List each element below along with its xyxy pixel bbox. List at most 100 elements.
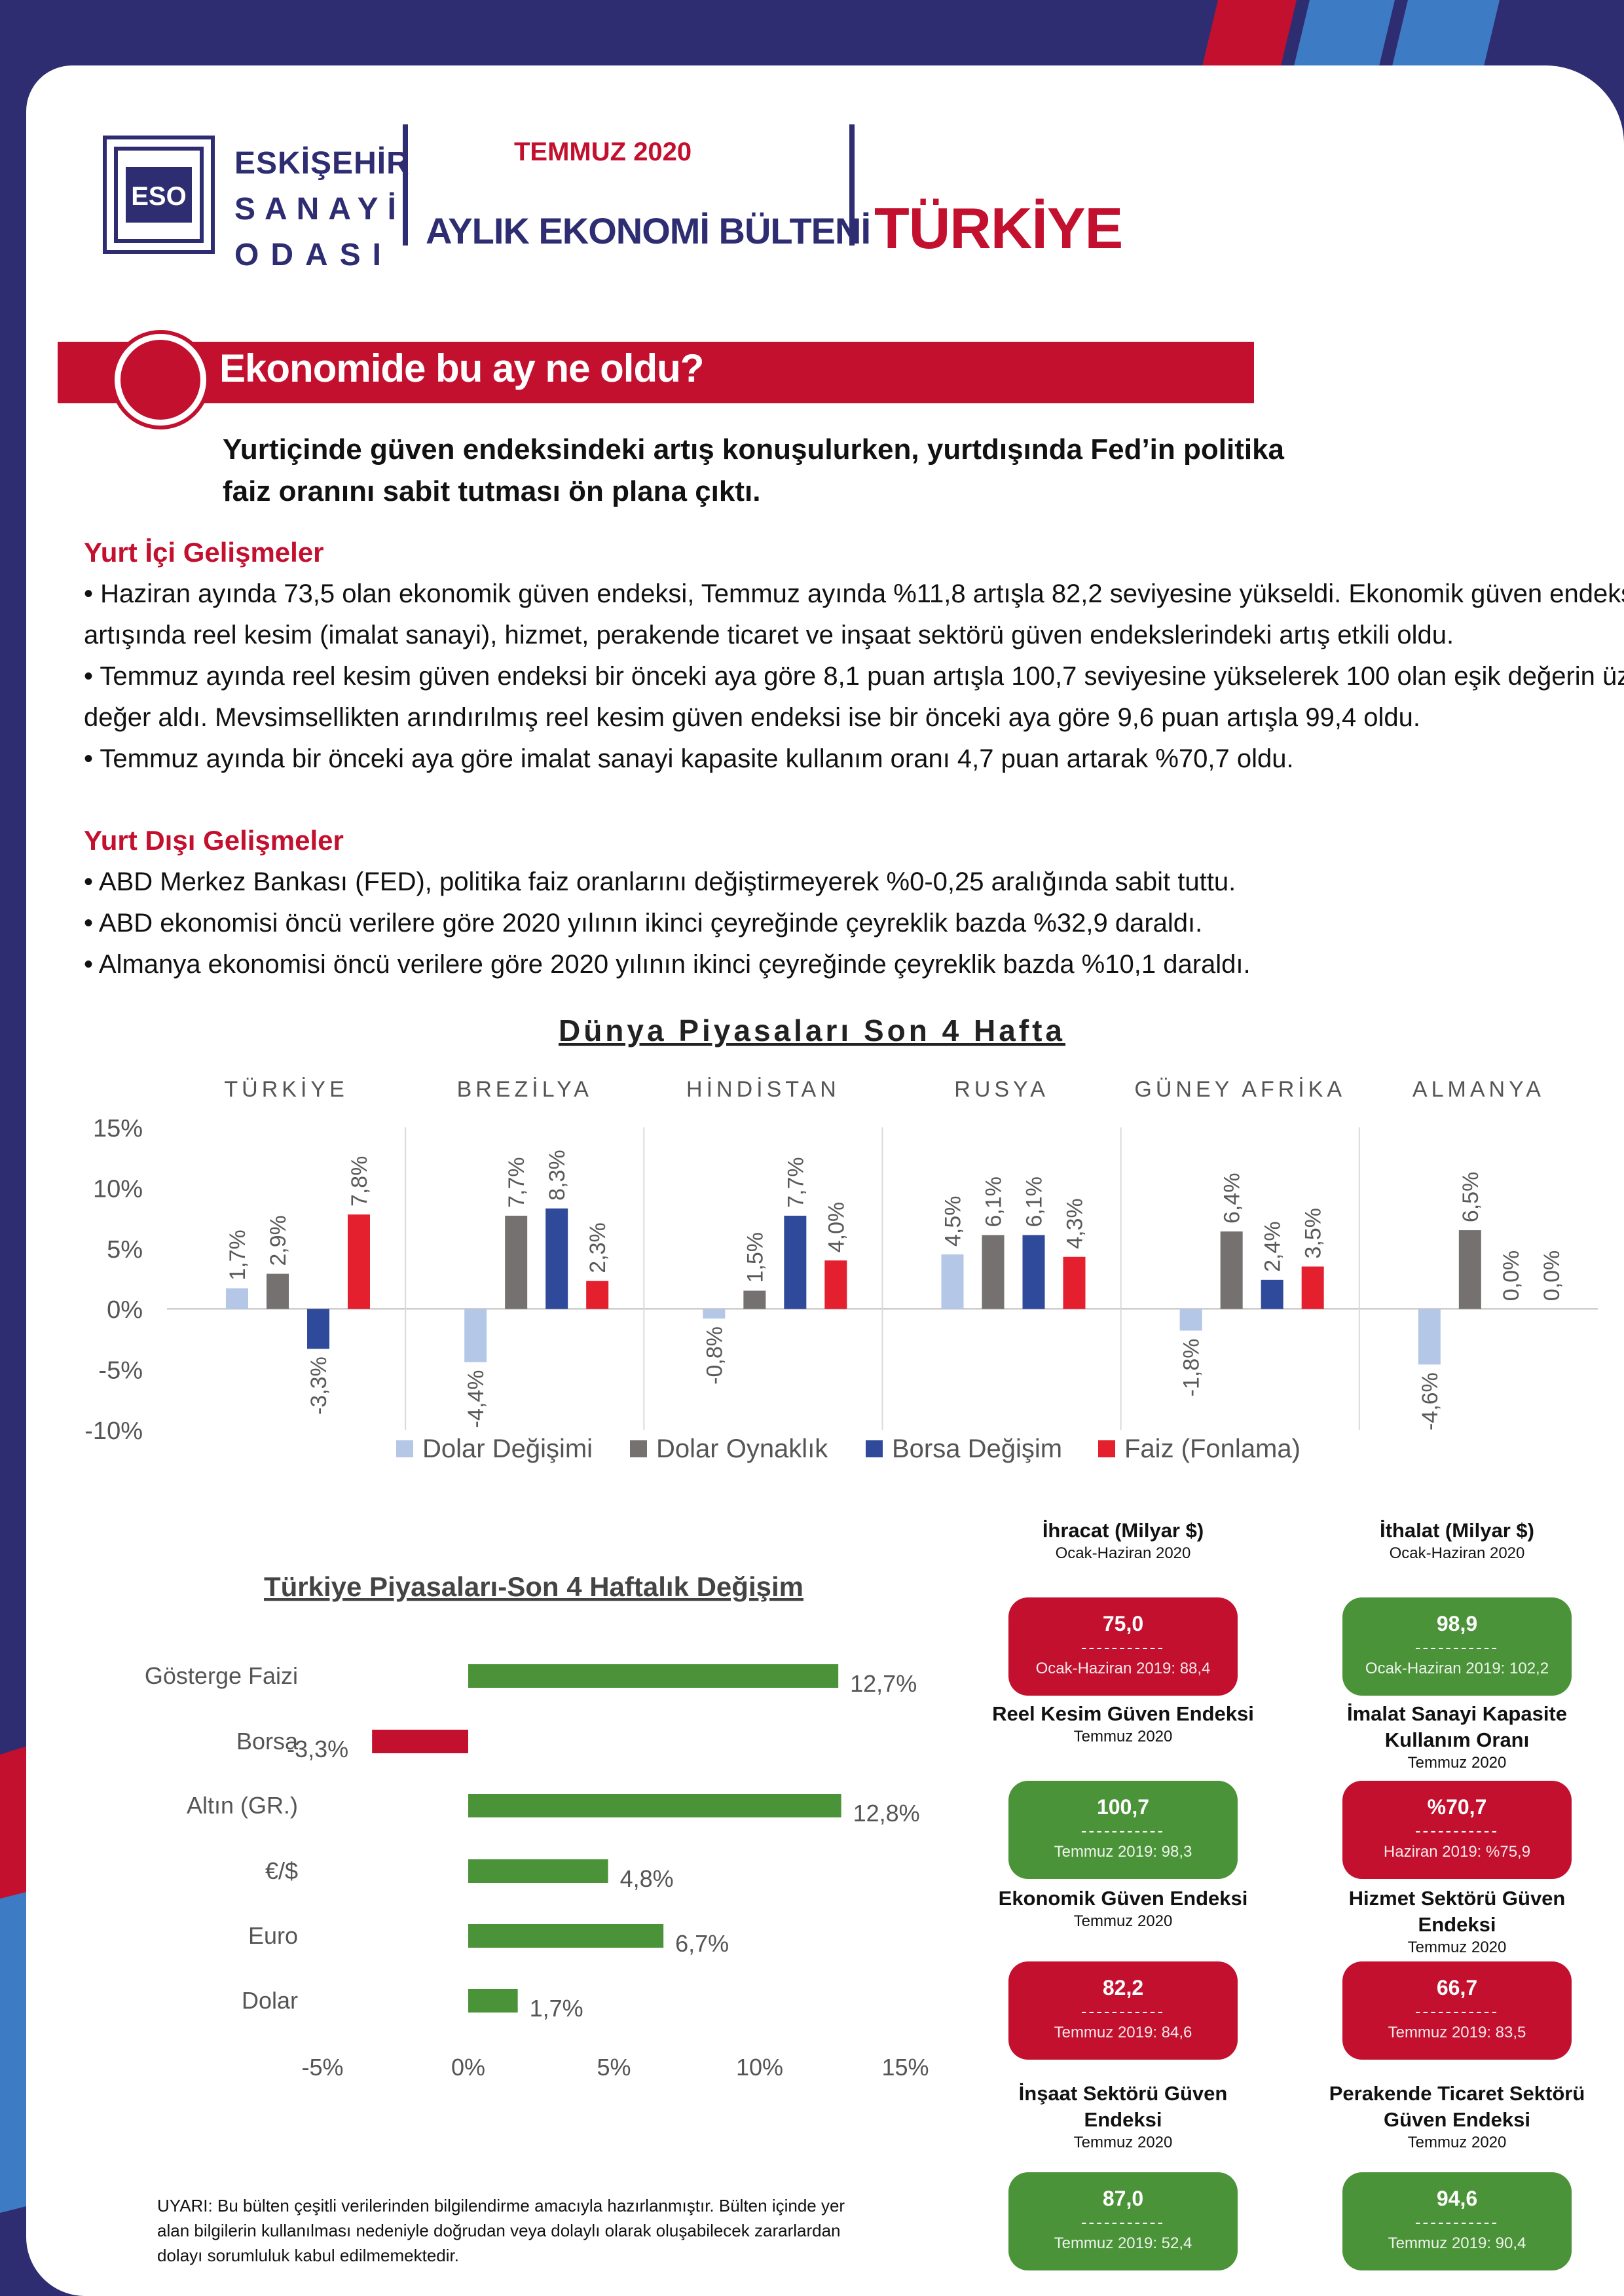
indicator-card: 75,0 ----------- Ocak-Haziran 2019: 88,4 — [1008, 1597, 1238, 1696]
bar — [468, 1859, 608, 1883]
category-label: BREZİLYA — [457, 1077, 593, 1102]
data-label: 0,0% — [1540, 1250, 1564, 1302]
bar-dolar-oynakl-k — [1458, 1230, 1481, 1309]
indicator-title: Ekonomik Güven Endeksi Temmuz 2020 — [992, 1886, 1254, 1931]
domestic-line: artışında reel kesim (imalat sanayi), hi… — [84, 621, 1454, 649]
indicator-comparison: Temmuz 2019: 84,6 — [1054, 2024, 1192, 2041]
category-label: Dolar — [242, 1987, 298, 2014]
indicator-value: 98,9 — [1436, 1612, 1478, 1635]
indicator-comparison: Temmuz 2019: 90,4 — [1388, 2234, 1526, 2252]
category-label: HİNDİSTAN — [686, 1077, 840, 1102]
indicator-period: Ocak-Haziran 2020 — [1055, 1544, 1191, 1562]
domestic-line: • Haziran ayında 73,5 olan ekonomik güve… — [84, 579, 1624, 608]
category-label: Gösterge Faizi — [145, 1662, 298, 1689]
indicator-card: 82,2 ----------- Temmuz 2019: 84,6 — [1008, 1961, 1238, 2060]
bar-borsa-de-i-im — [545, 1208, 568, 1309]
indicator-divider: ----------- — [1080, 1637, 1166, 1657]
indicator-period: Temmuz 2020 — [1407, 1754, 1507, 1772]
indicator-comparison: Haziran 2019: %75,9 — [1383, 1843, 1531, 1861]
section-title: Ekonomide bu ay ne oldu? — [219, 346, 704, 390]
bar-dolar-oynakl-k — [982, 1235, 1005, 1309]
legend-label: Faiz (Fonlama) — [1124, 1434, 1301, 1463]
data-label: 6,4% — [1220, 1173, 1245, 1224]
bar-dolar-de-i-imi — [1179, 1309, 1202, 1331]
indicator-divider: ----------- — [1080, 2212, 1166, 2232]
data-label: 1,7% — [225, 1230, 250, 1281]
x-tick-label: -5% — [301, 2054, 343, 2081]
data-label: 7,7% — [783, 1157, 808, 1208]
legend-swatch — [630, 1440, 647, 1457]
data-label: -1,8% — [1179, 1338, 1204, 1396]
bar-dolar-oynakl-k — [1220, 1231, 1243, 1309]
data-label: -4,6% — [1418, 1372, 1443, 1430]
banner-circle-icon — [115, 334, 206, 426]
indicator-name: Perakende Ticaret Sektörü Güven Endeksi — [1329, 2082, 1585, 2131]
legend-swatch — [396, 1440, 413, 1457]
y-tick-label: -5% — [98, 1357, 143, 1385]
category-label: €/$ — [265, 1857, 298, 1884]
bar-faiz-fonlama- — [348, 1214, 370, 1309]
y-tick-label: 15% — [93, 1115, 143, 1142]
indicator-value: %70,7 — [1427, 1795, 1487, 1819]
category-label: ALMANYA — [1412, 1077, 1545, 1102]
logo-abbr: ESO — [131, 182, 186, 211]
indicator-card: 87,0 ----------- Temmuz 2019: 52,4 — [1008, 2172, 1238, 2270]
legend-label: Borsa Değişim — [892, 1434, 1062, 1463]
data-label: 2,4% — [1261, 1221, 1285, 1272]
bar — [468, 1794, 841, 1817]
data-label: 1,5% — [743, 1232, 767, 1283]
domestic-line: • Temmuz ayında reel kesim güven endeksi… — [84, 662, 1624, 691]
bar-dolar-de-i-imi — [464, 1309, 487, 1362]
data-label: 8,3% — [545, 1150, 570, 1201]
x-tick-label: 10% — [736, 2054, 783, 2081]
indicator-title: Perakende Ticaret Sektörü Güven Endeksi T… — [1326, 2081, 1588, 2153]
indicator-name: Reel Kesim Güven Endeksi — [992, 1702, 1254, 1725]
y-tick-label: 0% — [107, 1296, 143, 1324]
domestic-line: değer aldı. Mevsimsellikten arındırılmış… — [84, 703, 1421, 732]
indicator-divider: ----------- — [1414, 1821, 1500, 1840]
indicator-card: %70,7 ----------- Haziran 2019: %75,9 — [1342, 1781, 1572, 1879]
bar-dolar-de-i-imi — [226, 1288, 248, 1309]
domestic-heading: Yurt İçi Gelişmeler — [84, 537, 324, 568]
chart-title: Dünya Piyasaları Son 4 Hafta — [559, 1013, 1065, 1048]
section-banner — [58, 342, 1254, 403]
bar-dolar-de-i-imi — [941, 1254, 964, 1309]
indicator-name: İhracat (Milyar $) — [1042, 1519, 1204, 1542]
category-label: RUSYA — [954, 1077, 1049, 1102]
category-label: Euro — [248, 1922, 298, 1949]
domestic-line: • Temmuz ayında bir önceki aya göre imal… — [84, 744, 1294, 773]
indicator-value: 87,0 — [1102, 2187, 1144, 2210]
indicator-card: 98,9 ----------- Ocak-Haziran 2019: 102,2 — [1342, 1597, 1572, 1696]
bar-borsa-de-i-im — [1261, 1279, 1283, 1309]
data-label: -3,3% — [287, 1736, 348, 1762]
indicator-divider: ----------- — [1414, 2001, 1500, 2021]
logo-line-3: ODASI — [234, 238, 394, 272]
category-label: GÜNEY AFRİKA — [1134, 1077, 1346, 1102]
bar-borsa-de-i-im — [1022, 1235, 1045, 1309]
bar-dolar-oynakl-k — [743, 1290, 766, 1309]
indicator-divider: ----------- — [1414, 2212, 1500, 2232]
indicator-name: Ekonomik Güven Endeksi — [998, 1887, 1248, 1910]
bar — [468, 1924, 664, 1948]
data-label: 6,5% — [1458, 1172, 1483, 1223]
legend-label: Dolar Değişimi — [422, 1434, 593, 1463]
logo-line-2: SANAYİ — [234, 192, 405, 227]
indicator-divider: ----------- — [1080, 1821, 1166, 1840]
header-divider — [849, 124, 855, 246]
bar-faiz-fonlama- — [586, 1281, 609, 1309]
indicator-title: Hizmet Sektörü Güven Endeksi Temmuz 2020 — [1326, 1886, 1588, 1958]
indicator-title: İthalat (Milyar $) Ocak-Haziran 2020 — [1326, 1518, 1588, 1563]
indicator-comparison: Ocak-Haziran 2019: 88,4 — [1035, 1660, 1211, 1677]
bar-dolar-de-i-imi — [703, 1309, 726, 1319]
bulletin-title: AYLIK EKONOMİ BÜLTENİ — [426, 210, 871, 251]
indicator-value: 75,0 — [1102, 1612, 1144, 1635]
indicator-value: 66,7 — [1436, 1976, 1478, 1999]
bar — [468, 1664, 839, 1688]
indicator-name: İthalat (Milyar $) — [1380, 1519, 1534, 1542]
bulletin-page — [26, 65, 1624, 2296]
indicator-comparison: Temmuz 2019: 52,4 — [1054, 2234, 1192, 2252]
foreign-line: • ABD Merkez Bankası (FED), politika fai… — [84, 867, 1236, 896]
indicator-title: İnşaat Sektörü Güven Endeksi Temmuz 2020 — [992, 2081, 1254, 2153]
data-label: 7,7% — [504, 1157, 529, 1208]
indicator-title: İmalat Sanayi Kapasite Kullanım Oranı Tem… — [1326, 1701, 1588, 1773]
